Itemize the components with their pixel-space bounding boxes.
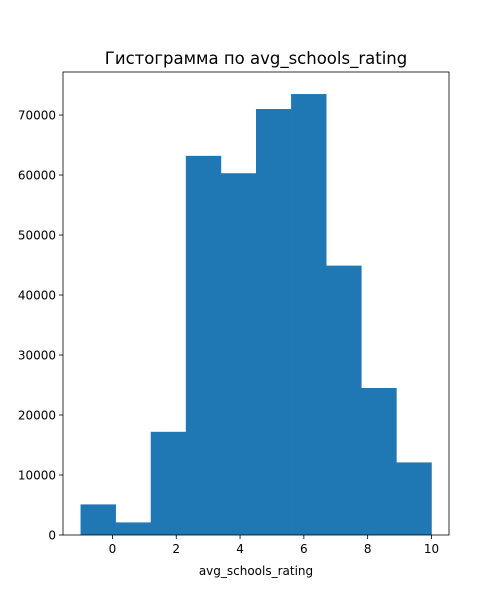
x-tick-label: 8 [364,542,372,556]
y-tick-label: 0 [48,529,56,543]
x-tick-label: 6 [300,542,308,556]
x-tick-label: 0 [109,542,117,556]
y-tick-label: 20000 [18,409,56,423]
x-tick-label: 10 [424,542,439,556]
histogram-bar-4 [220,173,257,535]
y-tick-label: 40000 [18,289,56,303]
bars-group [80,94,432,536]
plot-area-frame [62,71,450,536]
histogram-bar-9 [396,462,432,535]
y-tick-label: 30000 [18,349,56,363]
chart-title: Гистограмма по avg_schools_rating [105,49,407,69]
histogram-bar-0 [80,504,116,535]
y-tick-label: 10000 [18,469,56,483]
y-tick-label: 70000 [18,109,56,123]
histogram-bar-7 [326,265,362,535]
histogram-bar-5 [256,109,292,536]
histogram-bar-6 [291,94,327,536]
x-tick-label: 4 [236,542,244,556]
histogram-bar-2 [150,431,187,535]
y-tick-label: 60000 [18,169,56,183]
histogram-bar-1 [115,522,152,535]
x-tick-label: 2 [172,542,180,556]
y-tick-label: 50000 [18,229,56,243]
x-axis-ticks: 0 2 4 6 8 10 [109,535,439,556]
histogram-bar-8 [361,388,397,535]
x-axis-label: avg_schools_rating [199,564,313,578]
histogram-bar-3 [185,155,222,535]
y-axis-ticks: 0 10000 20000 30000 40000 50000 60000 70000 [18,109,63,543]
